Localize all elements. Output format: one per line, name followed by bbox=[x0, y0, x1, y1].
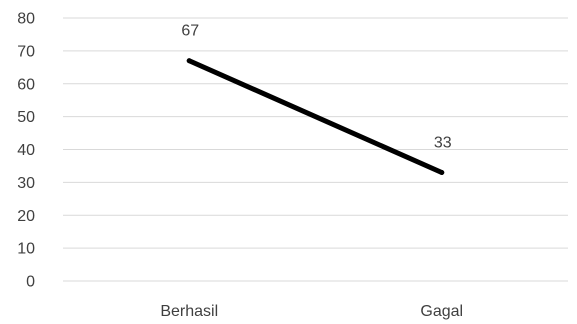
y-tick-label-30: 30 bbox=[17, 175, 35, 192]
x-tick-label-gagal: Gagal bbox=[420, 303, 463, 320]
series-line-0 bbox=[186, 58, 445, 176]
gridlines bbox=[63, 17, 568, 282]
data-label-gagal: 33 bbox=[434, 135, 452, 152]
y-tick-label-60: 60 bbox=[17, 76, 35, 93]
y-tick-label-80: 80 bbox=[17, 11, 35, 28]
y-tick-label-0: 0 bbox=[26, 274, 35, 291]
data-labels: 67 33 bbox=[181, 23, 451, 152]
y-axis-tick-labels: 0 10 20 30 40 50 60 70 80 bbox=[17, 11, 35, 291]
x-tick-label-berhasil: Berhasil bbox=[160, 303, 218, 320]
data-label-berhasil: 67 bbox=[181, 23, 199, 40]
x-axis-tick-labels: Berhasil Gagal bbox=[160, 303, 463, 320]
y-tick-label-70: 70 bbox=[17, 43, 35, 60]
y-tick-label-40: 40 bbox=[17, 142, 35, 159]
data-point-gagal bbox=[439, 170, 445, 176]
y-tick-label-20: 20 bbox=[17, 208, 35, 225]
series-group bbox=[186, 58, 445, 176]
y-tick-label-10: 10 bbox=[17, 241, 35, 258]
data-point-berhasil bbox=[186, 58, 192, 64]
y-tick-label-50: 50 bbox=[17, 109, 35, 126]
